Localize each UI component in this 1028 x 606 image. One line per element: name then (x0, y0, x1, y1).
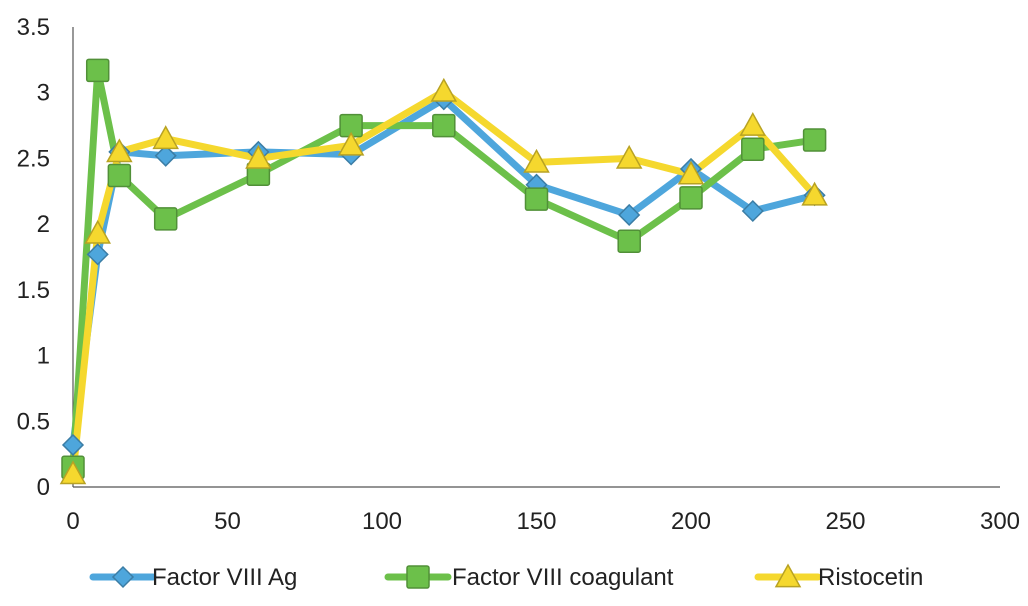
data-point-triangle (615, 144, 643, 169)
data-point-square (85, 58, 110, 83)
y-tick-label: 1.5 (17, 277, 50, 304)
legend-marker-diamond (111, 565, 135, 589)
data-point-square (802, 128, 827, 152)
series-line-1 (69, 95, 819, 449)
legend-label: Factor VIII coagulant (452, 564, 674, 591)
x-tick-label: 250 (825, 508, 865, 535)
y-tick-label: 3.5 (17, 14, 50, 41)
data-point-square (153, 207, 178, 231)
data-point-triangle (677, 160, 705, 185)
data-point-triangle (801, 181, 828, 206)
y-tick-label: 2 (37, 211, 50, 238)
data-point-triangle (739, 112, 767, 136)
data-point-square (617, 229, 641, 253)
legend-item: Factor VIII coagulant (384, 564, 674, 591)
x-tick-label: 50 (214, 508, 241, 535)
y-tick-label: 2.5 (17, 145, 50, 172)
data-point-square (741, 137, 765, 161)
legend-marker-square (406, 565, 430, 589)
legend-item: Ristocetin (754, 563, 923, 591)
data-point-triangle (59, 460, 87, 485)
legend: Factor VIII Ag Factor VIII coagulant Risto… (89, 563, 923, 591)
data-point-triangle (106, 138, 133, 163)
legend-marker-triangle (774, 563, 802, 588)
data-point-diamond (618, 203, 641, 227)
x-tick-label: 200 (671, 508, 711, 535)
data-point-triangle (337, 131, 365, 156)
legend-label: Ristocetin (818, 564, 923, 591)
tick-labels: 0 0.5 1 1.5 2 2.5 3 3.5 0 50 100 150 200 250 300 (17, 14, 1020, 535)
data-point-diamond (154, 144, 177, 167)
data-point-triangle (152, 125, 179, 150)
series-line-3 (69, 87, 819, 478)
x-tick-label: 100 (362, 508, 402, 535)
data-point-triangle (430, 77, 458, 102)
legend-label: Factor VIII Ag (152, 564, 297, 591)
x-tick-label: 150 (516, 508, 556, 535)
data-point-square (107, 163, 132, 188)
y-tick-label: 1 (37, 343, 50, 370)
data-point-triangle (523, 148, 550, 173)
y-tick-label: 0.5 (17, 408, 50, 435)
data-point-diamond (741, 199, 764, 223)
data-point-triangle (245, 144, 272, 169)
y-tick-label: 0 (37, 474, 50, 501)
data-point-diamond (86, 243, 109, 266)
series-markers (59, 58, 828, 485)
legend-item: Factor VIII Ag (89, 564, 297, 591)
data-point-square (524, 187, 549, 211)
data-point-square (679, 186, 703, 210)
x-tick-label: 300 (980, 508, 1020, 535)
x-tick-label: 0 (66, 508, 79, 535)
data-point-diamond (61, 433, 85, 457)
data-point-square (432, 113, 456, 138)
data-point-triangle (84, 219, 111, 244)
y-tick-label: 3 (37, 80, 50, 107)
axes (72, 27, 1000, 488)
